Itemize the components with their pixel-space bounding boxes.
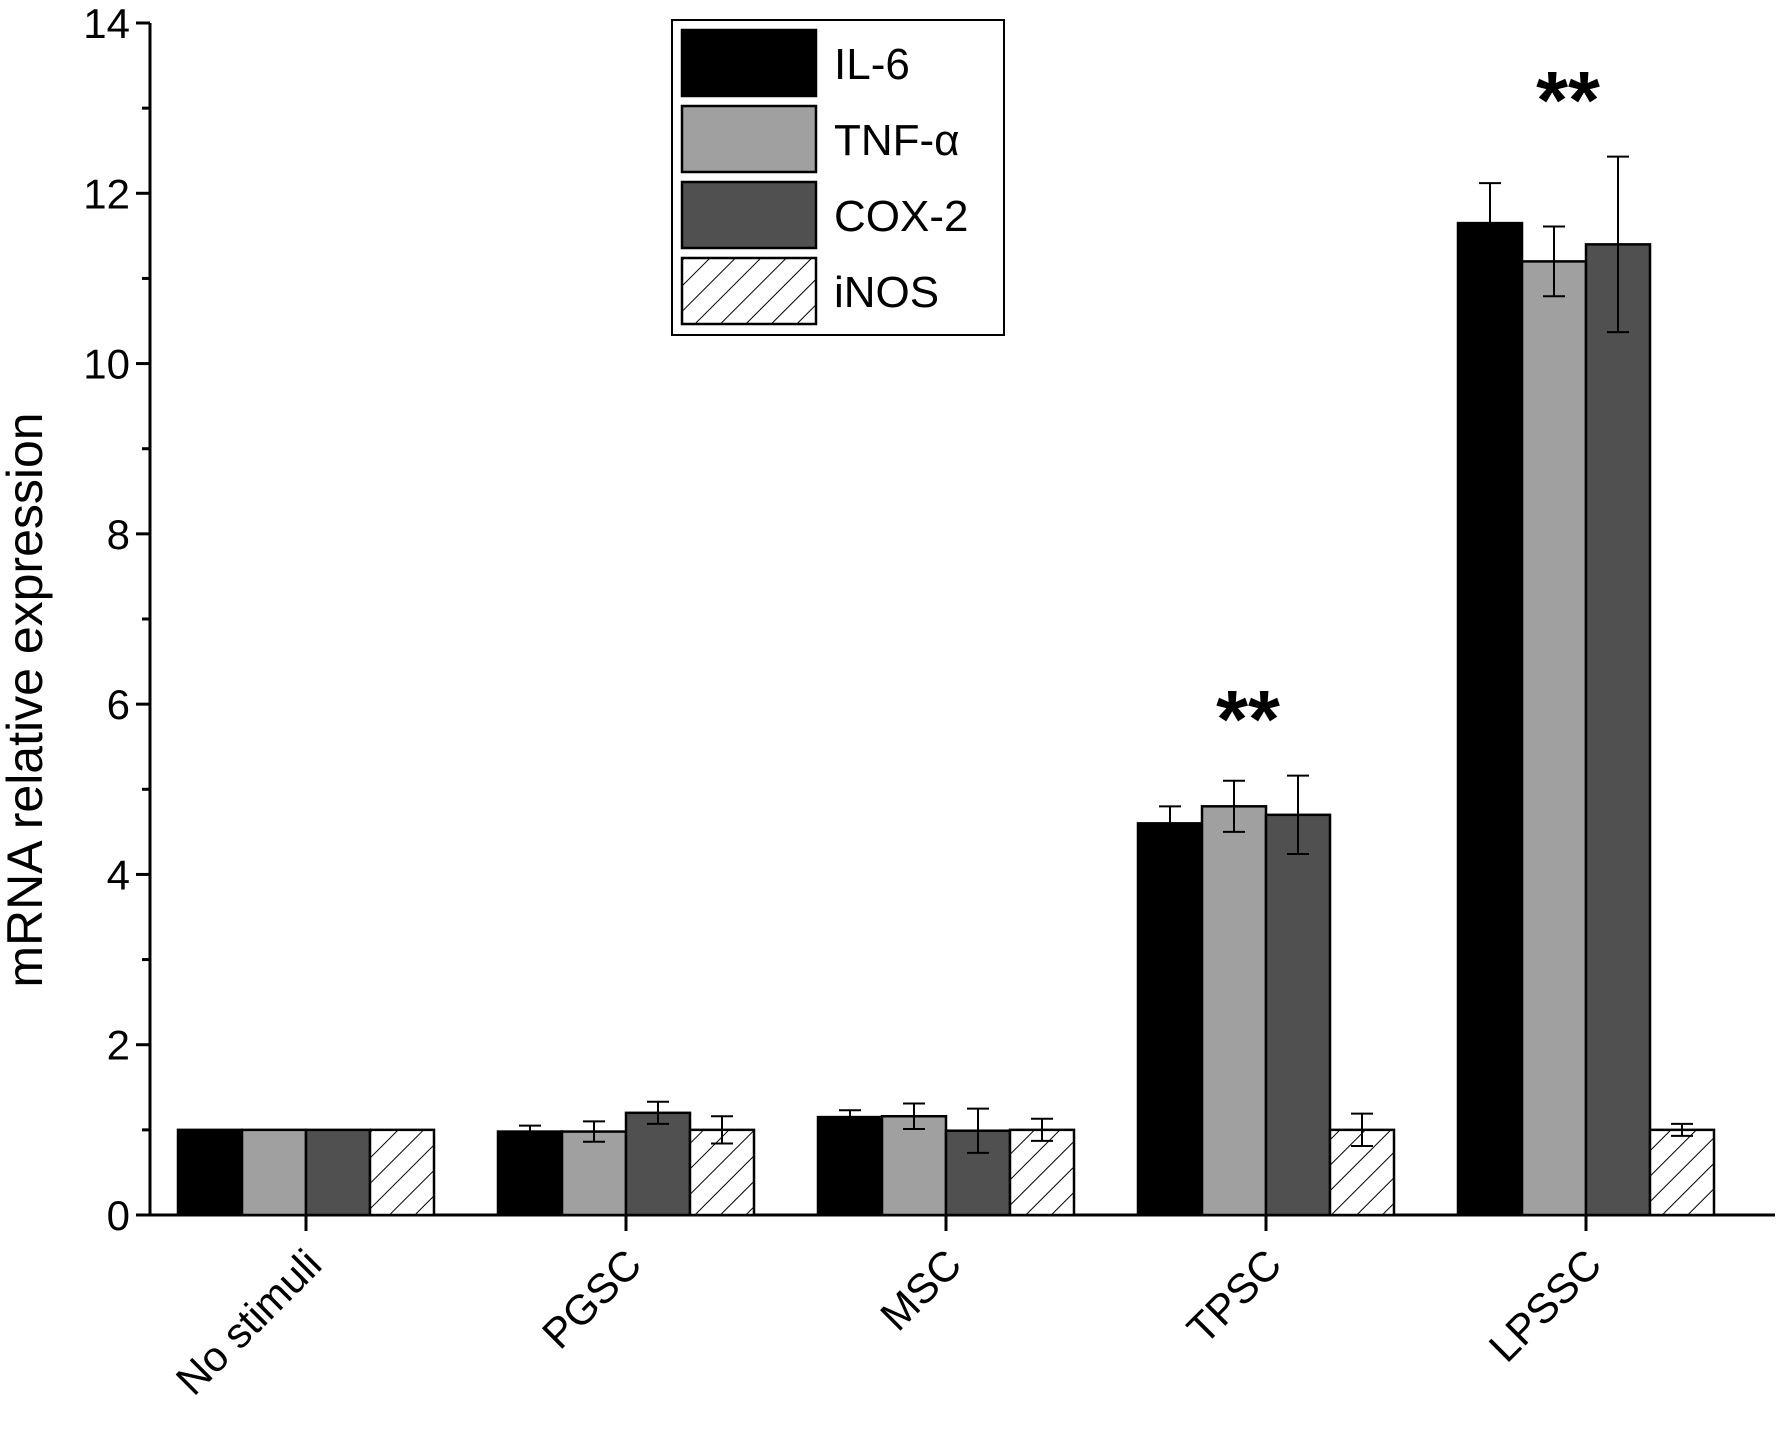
legend-label: iNOS: [834, 268, 939, 317]
x-tick-label: TPSC: [1178, 1240, 1290, 1352]
bar: [176, 1128, 244, 1217]
legend-label: IL-6: [834, 40, 910, 89]
bar: [1264, 813, 1332, 1217]
y-tick-label: 8: [107, 511, 130, 558]
x-tick-label: MSC: [871, 1240, 970, 1339]
y-tick-label: 0: [107, 1192, 130, 1239]
x-tick-label: PGSC: [533, 1240, 650, 1357]
bar: [1200, 805, 1268, 1217]
bar: [560, 1130, 628, 1217]
y-tick-label: 10: [83, 341, 130, 388]
bar: [1136, 822, 1204, 1217]
significance-marker: **: [1216, 675, 1280, 766]
y-tick-label: 2: [107, 1022, 130, 1069]
bar: [1648, 1128, 1716, 1217]
bar: [496, 1130, 564, 1217]
bar: [1008, 1128, 1076, 1217]
bar: [368, 1128, 436, 1217]
bar: [1456, 221, 1524, 1217]
y-tick-label: 4: [107, 851, 130, 898]
bar: [304, 1128, 372, 1217]
y-tick-label: 6: [107, 681, 130, 728]
significance-marker: **: [1536, 56, 1600, 147]
bar: [816, 1115, 884, 1217]
legend-swatch: [680, 104, 818, 174]
bar: [1584, 243, 1652, 1217]
legend-swatch: [680, 180, 818, 250]
bar: [624, 1111, 692, 1217]
x-tick-label: LPSSC: [1480, 1240, 1611, 1371]
y-tick-label: 12: [83, 170, 130, 217]
bar: [240, 1128, 308, 1217]
y-tick-label: 14: [83, 0, 130, 47]
y-axis-title: mRNA relative expression: [0, 412, 53, 987]
legend-label: TNF-α: [834, 116, 960, 165]
legend-swatch: [680, 28, 818, 98]
legend-swatch: [680, 256, 818, 326]
x-tick-label: No stimuli: [167, 1240, 331, 1404]
bar: [880, 1114, 948, 1217]
bar: [1520, 260, 1588, 1217]
legend-label: COX-2: [834, 192, 968, 241]
